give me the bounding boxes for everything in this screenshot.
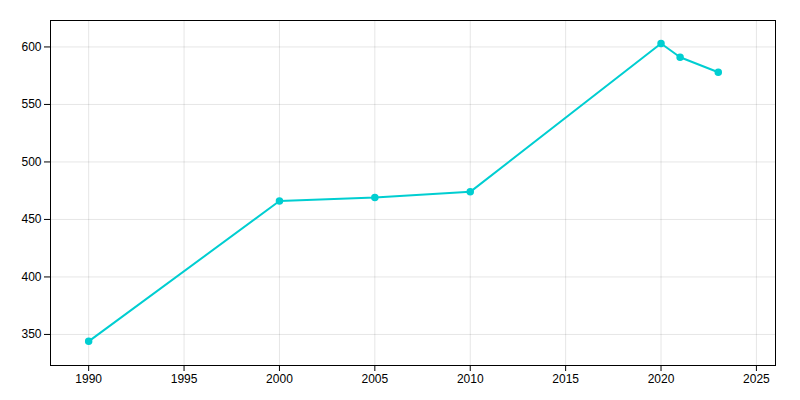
- svg-text:2000: 2000: [266, 372, 293, 386]
- svg-text:550: 550: [21, 97, 41, 111]
- svg-text:600: 600: [21, 40, 41, 54]
- svg-text:1995: 1995: [171, 372, 198, 386]
- svg-text:2020: 2020: [648, 372, 675, 386]
- svg-text:1990: 1990: [75, 372, 102, 386]
- svg-text:500: 500: [21, 155, 41, 169]
- svg-text:2005: 2005: [361, 372, 388, 386]
- svg-text:400: 400: [21, 270, 41, 284]
- svg-text:2010: 2010: [457, 372, 484, 386]
- svg-text:2015: 2015: [552, 372, 579, 386]
- svg-text:2025: 2025: [743, 372, 770, 386]
- svg-text:450: 450: [21, 212, 41, 226]
- svg-text:350: 350: [21, 327, 41, 341]
